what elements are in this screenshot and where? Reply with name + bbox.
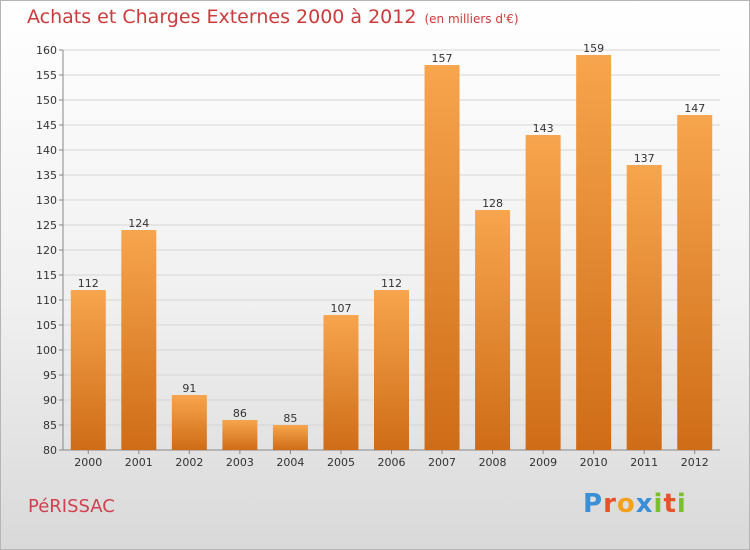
bar <box>121 230 157 450</box>
brand-letter: i <box>676 489 687 519</box>
data-label: 137 <box>634 152 655 165</box>
bar <box>424 65 460 450</box>
y-tick-label: 130 <box>36 194 57 207</box>
y-tick-label: 155 <box>36 69 57 82</box>
x-tick-label: 2001 <box>125 456 153 469</box>
y-tick-label: 150 <box>36 94 57 107</box>
chart-title-text: Achats et Charges Externes 2000 à 2012 <box>27 6 417 28</box>
data-label: 112 <box>381 277 402 290</box>
y-tick-label: 100 <box>36 344 57 357</box>
y-tick-label: 140 <box>36 144 57 157</box>
x-tick-label: 2003 <box>226 456 254 469</box>
x-tick-label: 2009 <box>529 456 557 469</box>
bar <box>475 210 511 450</box>
brand-letter: x <box>635 489 654 519</box>
x-tick-label: 2011 <box>630 456 658 469</box>
bar <box>323 315 359 450</box>
y-tick-label: 160 <box>36 44 57 57</box>
data-label: 86 <box>233 407 247 420</box>
brand-letter: o <box>616 489 636 519</box>
data-label: 143 <box>533 122 554 135</box>
x-tick-label: 2012 <box>681 456 709 469</box>
x-tick-label: 2007 <box>428 456 456 469</box>
data-label: 112 <box>78 277 99 290</box>
y-tick-label: 145 <box>36 119 57 132</box>
bar <box>272 425 308 450</box>
data-label: 85 <box>283 412 297 425</box>
y-tick-label: 105 <box>36 319 57 332</box>
city-name: PéRISSAC <box>28 496 115 517</box>
x-tick-label: 2004 <box>276 456 304 469</box>
bar <box>222 420 258 450</box>
x-tick-label: 2006 <box>378 456 406 469</box>
data-label: 147 <box>684 102 705 115</box>
bar <box>677 115 713 450</box>
y-tick-label: 95 <box>43 369 57 382</box>
brand-letter: i <box>653 489 664 519</box>
y-tick-label: 80 <box>43 444 57 457</box>
chart-unit: (en milliers d'€) <box>424 12 519 26</box>
brand-logo: Proxiti <box>583 489 687 519</box>
x-tick-label: 2002 <box>175 456 203 469</box>
data-label: 91 <box>182 382 196 395</box>
y-tick-label: 120 <box>36 244 57 257</box>
brand-letter: r <box>603 489 617 519</box>
data-label: 159 <box>583 42 604 55</box>
y-tick-label: 90 <box>43 394 57 407</box>
y-tick-label: 125 <box>36 219 57 232</box>
x-tick-label: 2000 <box>74 456 102 469</box>
brand-letter: t <box>663 489 677 519</box>
bar <box>70 290 106 450</box>
data-label: 157 <box>432 52 453 65</box>
bar <box>525 135 561 450</box>
x-tick-label: 2010 <box>580 456 608 469</box>
data-label: 124 <box>128 217 149 230</box>
data-label: 128 <box>482 197 503 210</box>
y-tick-label: 115 <box>36 269 57 282</box>
data-label: 107 <box>330 302 351 315</box>
bar <box>626 165 662 450</box>
bar <box>576 55 612 450</box>
chart-title: Achats et Charges Externes 2000 à 2012 (e… <box>27 6 519 28</box>
y-tick-label: 85 <box>43 419 57 432</box>
bar <box>374 290 409 450</box>
bar <box>171 395 207 450</box>
y-tick-label: 110 <box>36 294 57 307</box>
y-tick-label: 135 <box>36 169 57 182</box>
x-tick-label: 2008 <box>479 456 507 469</box>
brand-letter: P <box>583 489 604 519</box>
x-tick-label: 2005 <box>327 456 355 469</box>
